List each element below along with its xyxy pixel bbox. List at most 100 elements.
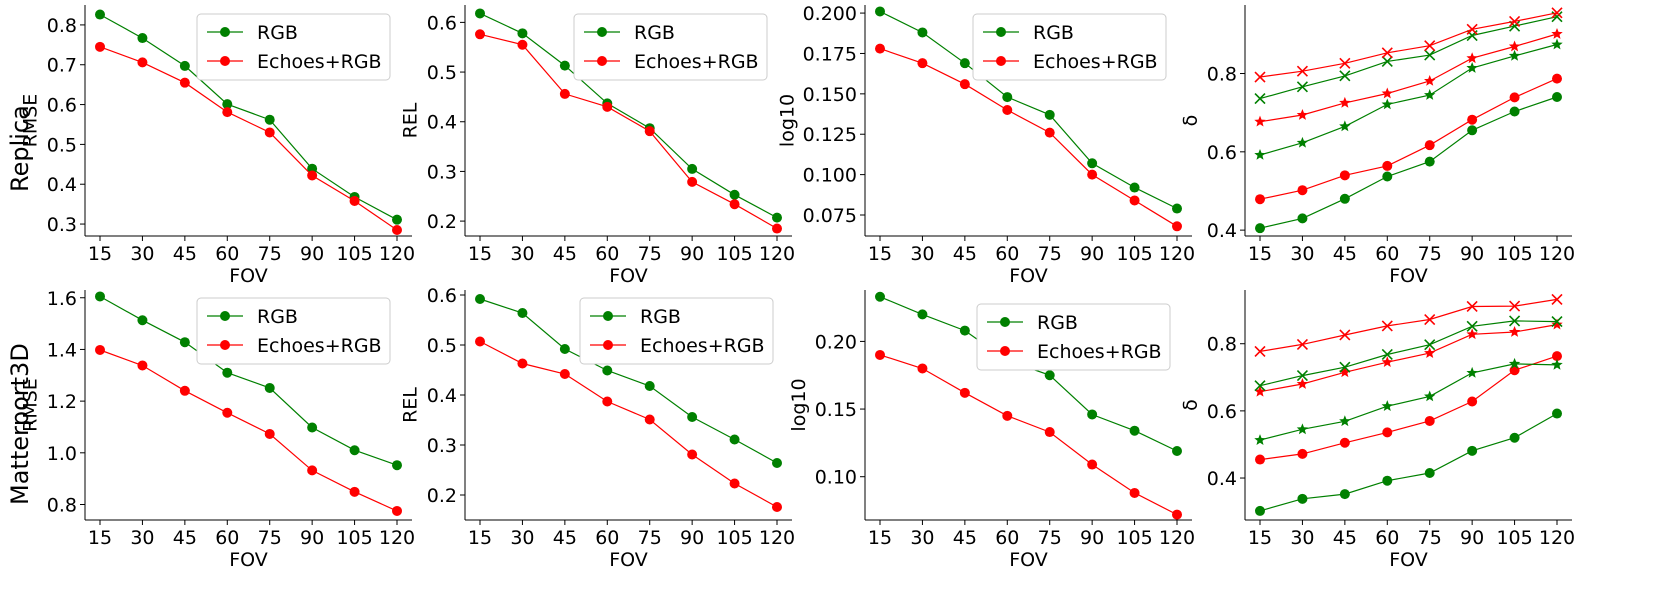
data-point <box>1552 408 1562 419</box>
series-line <box>1259 78 1558 200</box>
data-point <box>1381 47 1393 59</box>
data-point <box>137 33 148 44</box>
x-tick-label: 120 <box>1159 243 1195 265</box>
data-point <box>1424 467 1435 478</box>
chart-panel-6: 15 30 45 60 75 90 105 120 0.2 0.3 0.4 0.5 0.6 FOV REL R… <box>400 285 796 571</box>
x-tick-label: 105 <box>716 527 752 549</box>
data-point <box>917 27 928 38</box>
data-point <box>1424 74 1436 86</box>
y-tick-label: 0.2 <box>427 485 457 507</box>
data-point <box>1339 437 1350 448</box>
legend-marker <box>597 56 607 66</box>
legend-box <box>573 13 768 81</box>
legend-box <box>196 13 391 81</box>
data-point <box>1424 313 1436 326</box>
series-line <box>1259 12 1558 78</box>
data-point <box>1424 140 1435 151</box>
data-point <box>517 308 528 318</box>
series-line <box>479 33 778 230</box>
data-point <box>1255 194 1265 205</box>
data-point <box>729 478 740 489</box>
data-point <box>392 225 402 236</box>
series-line <box>879 10 1178 210</box>
y-axis-label: REL <box>400 387 422 423</box>
data-point <box>602 365 613 376</box>
y-tick-label: 1.0 <box>47 443 77 465</box>
x-axis-label: FOV <box>1389 265 1428 287</box>
data-point <box>1552 73 1562 84</box>
data-point <box>1296 136 1309 148</box>
data-point <box>917 309 928 320</box>
legend-marker <box>996 27 1006 37</box>
data-point <box>1087 459 1098 470</box>
data-point <box>602 101 613 112</box>
series-line <box>1259 363 1558 441</box>
legend-box <box>196 297 391 365</box>
x-tick-label: 45 <box>953 527 977 549</box>
data-point <box>917 363 928 374</box>
data-point <box>1339 489 1350 500</box>
x-tick-label: 45 <box>1333 527 1357 549</box>
x-tick-label: 75 <box>258 243 282 265</box>
legend: RGB Echoes+RGB <box>196 13 391 81</box>
series-line <box>1259 298 1558 352</box>
y-tick-label: 0.3 <box>47 214 77 236</box>
data-point <box>264 114 275 125</box>
data-point <box>1296 65 1308 77</box>
data-point <box>179 385 190 396</box>
x-tick-label: 105 <box>1116 243 1152 265</box>
x-tick-label: 60 <box>215 527 239 549</box>
series-line <box>879 354 1178 516</box>
data-point <box>1339 193 1350 204</box>
data-point <box>729 189 740 200</box>
data-point <box>1508 40 1521 52</box>
series-echoes-rgb <box>475 336 782 512</box>
y-tick-label: 0.10 <box>815 467 857 489</box>
y-tick-label: 0.125 <box>803 124 857 146</box>
x-axis-label: FOV <box>229 549 268 571</box>
data-point <box>1551 7 1563 19</box>
data-point <box>1552 351 1562 362</box>
x-tick-label: 60 <box>595 527 619 549</box>
x-tick-label: 45 <box>173 527 197 549</box>
data-point <box>222 107 233 118</box>
x-tick-label: 15 <box>1248 527 1272 549</box>
x-tick-label: 105 <box>1116 527 1152 549</box>
data-point <box>1466 62 1478 73</box>
y-tick-label: 0.175 <box>803 43 857 65</box>
x-axis-label: FOV <box>229 265 268 287</box>
data-point <box>1002 410 1013 421</box>
y-tick-label: 0.6 <box>427 285 457 307</box>
data-point <box>1466 328 1478 340</box>
legend-marker <box>220 311 230 321</box>
data-point <box>559 369 570 379</box>
data-point <box>917 58 928 69</box>
series-line <box>99 14 398 221</box>
y-tick-label: 0.3 <box>427 435 457 457</box>
data-point <box>1382 171 1393 182</box>
data-point <box>1087 169 1098 180</box>
series-echoes-rgb-2 <box>1254 27 1563 127</box>
legend: RGB Echoes+RGB <box>972 13 1167 81</box>
chart-panel-7: 15 30 45 60 75 90 105 120 0.10 0.15 0.20 FOV log10 RG… <box>788 290 1195 571</box>
data-point <box>1552 92 1562 103</box>
x-axis-label: FOV <box>1389 549 1428 571</box>
series-line <box>1259 413 1558 512</box>
data-point <box>1466 366 1478 378</box>
x-tick-label: 30 <box>1290 243 1314 265</box>
x-tick-label: 30 <box>130 243 154 265</box>
legend-box <box>972 13 1167 81</box>
y-tick-label: 0.4 <box>1207 220 1237 242</box>
data-point <box>1551 27 1563 39</box>
data-point <box>772 212 782 223</box>
data-point <box>1509 315 1521 327</box>
x-tick-label: 105 <box>1496 243 1532 265</box>
series-line <box>879 48 1178 227</box>
data-point <box>1466 320 1478 332</box>
x-tick-label: 75 <box>638 243 662 265</box>
data-point <box>1297 213 1308 224</box>
y-tick-label: 0.7 <box>47 55 77 77</box>
data-point <box>1381 356 1393 368</box>
data-point <box>1424 49 1436 61</box>
data-point <box>959 325 970 336</box>
